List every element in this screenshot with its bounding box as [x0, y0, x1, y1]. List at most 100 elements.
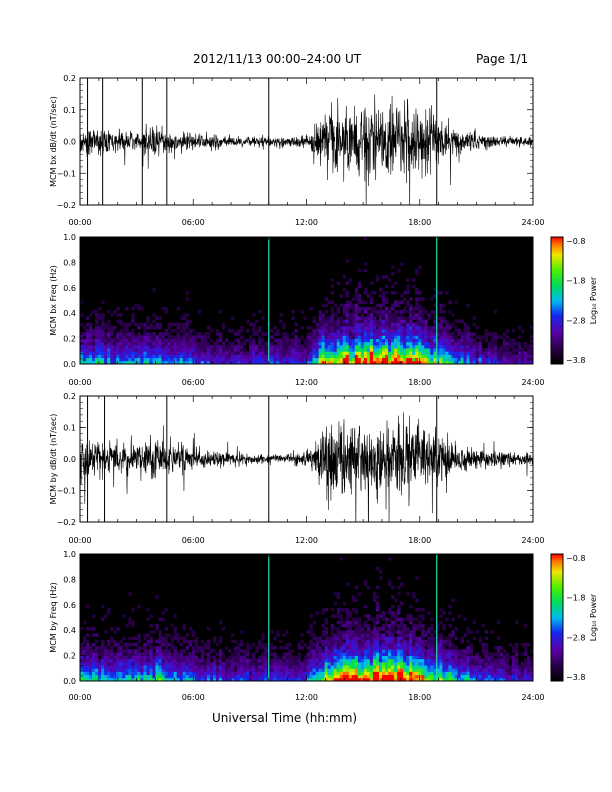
spectrogram-cell — [475, 668, 480, 672]
spectrogram-cell — [372, 310, 377, 314]
colorbar-cell — [551, 334, 563, 337]
spectrogram-cell — [279, 671, 283, 676]
spectrogram-cell — [92, 674, 96, 679]
spectrogram-cell — [366, 306, 371, 311]
spectrogram-cell — [95, 677, 99, 681]
spectrogram-cell — [388, 557, 392, 561]
spectrogram-cell — [448, 661, 452, 666]
spectrogram-cell — [110, 646, 114, 650]
spectrogram-cell — [152, 313, 156, 317]
spectrogram-cell — [107, 341, 111, 346]
spectrogram-cell — [529, 338, 533, 343]
spectrogram-cell — [372, 652, 377, 656]
colorbar-cell — [551, 573, 563, 576]
spectrogram-cell — [357, 639, 362, 644]
spectrogram-cell — [342, 630, 347, 634]
spectrogram-cell — [409, 665, 413, 669]
spectrogram-cell — [203, 341, 208, 346]
spectrogram-cell — [475, 351, 480, 355]
spectrogram-cell — [119, 655, 123, 660]
spectrogram-cell — [146, 335, 150, 339]
spectrogram-cell — [279, 677, 283, 681]
colorbar-frame — [550, 553, 564, 682]
spectrogram-cell — [206, 332, 211, 336]
spectrogram-cell — [430, 674, 434, 679]
spectrogram-cell — [110, 332, 114, 336]
spectrogram-cell — [104, 357, 108, 362]
spectrogram-cell — [215, 671, 220, 676]
spectrogram-cell — [394, 303, 398, 308]
spectrogram-cell — [279, 341, 283, 346]
spectrogram-cell — [309, 360, 313, 364]
spectrogram-cell — [128, 338, 132, 343]
spectrogram-cell — [116, 348, 120, 352]
spectrogram-cell — [258, 665, 262, 669]
spectrogram-cell — [360, 348, 365, 352]
spectrogram-cell — [288, 652, 292, 656]
spectrogram-cell — [89, 322, 93, 327]
spectrogram-cell — [161, 611, 165, 615]
spectrogram-cell — [442, 646, 446, 650]
spectrogram-cell — [276, 665, 280, 669]
colorbar-cell — [551, 621, 563, 625]
spectrogram-cell — [481, 335, 486, 339]
spectrogram-cell — [517, 348, 522, 352]
spectrogram-cell — [466, 665, 470, 669]
spectrogram-cell — [203, 661, 208, 666]
spectrogram-cell — [385, 677, 389, 681]
spectrogram-cell — [212, 674, 217, 679]
spectrogram-cell — [128, 360, 132, 364]
spectrogram-cell — [306, 360, 310, 364]
spectrogram-cell — [188, 658, 193, 663]
spectrogram-cell — [406, 642, 410, 647]
spectrogram-cell — [291, 316, 295, 320]
spectrogram-cell — [351, 655, 356, 660]
spectrogram-cell — [475, 357, 480, 362]
spectrogram-cell — [161, 649, 165, 653]
spectrogram-cell — [237, 658, 241, 663]
spectrogram-cell — [285, 338, 289, 343]
spectrogram-cell — [321, 357, 326, 362]
spectrogram-cell — [448, 341, 452, 346]
spectrogram-cell — [348, 655, 353, 660]
spectrogram-cell — [409, 354, 413, 359]
spectrogram-cell — [529, 671, 533, 676]
spectrogram-cell — [496, 646, 501, 650]
spectrogram-cell — [107, 319, 111, 324]
spectrogram-cell — [155, 658, 159, 663]
spectrogram-cell — [412, 278, 416, 282]
colorbar-cell — [551, 317, 563, 320]
spectrogram-cell — [529, 649, 533, 653]
spectrogram-cell — [116, 332, 120, 336]
spectrogram-cell — [101, 325, 105, 330]
spectrogram-cell — [454, 360, 458, 364]
spectrogram-cell — [394, 677, 398, 681]
spectrogram-cell — [360, 313, 365, 317]
spectrogram-cell — [288, 348, 292, 352]
spectrogram-cell — [372, 646, 377, 650]
spectrogram-cell — [508, 674, 513, 679]
spectrogram-cell — [255, 329, 259, 333]
spectrogram-cell — [360, 351, 365, 355]
spectrogram-cell — [173, 674, 178, 679]
spectrogram-cell — [397, 319, 401, 324]
spectrogram-cell — [436, 642, 440, 647]
spectrogram-cell — [246, 668, 250, 672]
spectrogram-cell — [499, 646, 504, 650]
spectrogram-cell — [433, 319, 437, 324]
spectrogram-cell — [354, 310, 359, 314]
spectrogram-cell — [146, 607, 150, 612]
spectrogram-cell — [137, 636, 141, 641]
spectrogram-cell — [436, 332, 440, 336]
spectrogram-cell — [315, 360, 319, 364]
spectrogram-cell — [306, 630, 310, 634]
spectrogram-cell — [424, 351, 428, 355]
spectrogram-cell — [173, 649, 178, 653]
spectrogram-cell — [321, 360, 326, 364]
spectrogram-cell — [487, 341, 492, 346]
spectrogram-cell — [110, 325, 114, 330]
spectrogram-cell — [312, 341, 316, 346]
spectrogram-cell — [385, 357, 389, 362]
spectrogram-cell — [388, 611, 392, 615]
spectrogram-cell — [116, 661, 120, 666]
